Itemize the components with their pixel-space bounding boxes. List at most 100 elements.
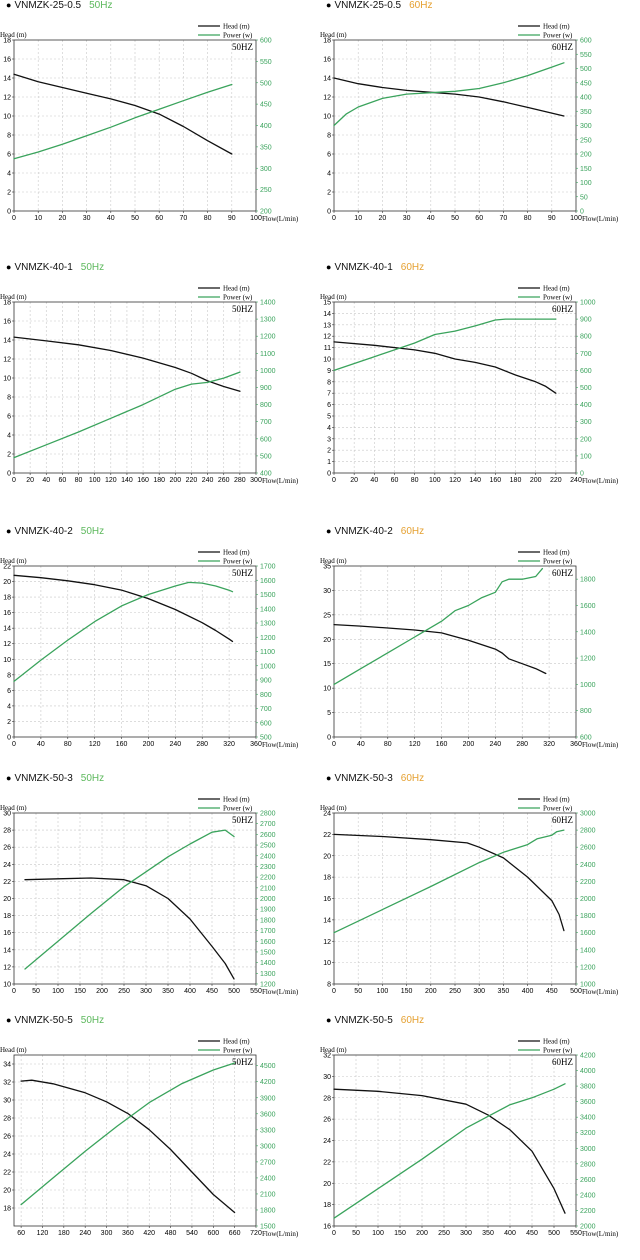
chart-svg: 0 50 100 150 200 250 300 350 400 450 500 550 16 18 20 2…	[320, 1038, 619, 1239]
y2-tick-label: 550	[580, 52, 592, 59]
legend-head-label: Head (m)	[223, 549, 250, 557]
head-curve	[333, 623, 547, 675]
x-tick-label: 0	[332, 215, 336, 222]
y-tick-label: 7	[327, 391, 331, 398]
y-tick-label: 10	[323, 960, 331, 967]
y2-tick-label: 1100	[260, 351, 275, 358]
y2-tick-label: 3000	[580, 811, 596, 818]
y2-tick-label: 1300	[260, 971, 276, 978]
y2-tick-label: 1000	[580, 982, 596, 989]
x-tick-label: 200	[169, 477, 181, 484]
y2-tick-label: 1200	[260, 334, 276, 341]
x-tick-label: 200	[143, 741, 155, 748]
y2-tick-label: 900	[580, 317, 592, 324]
x-tick-label: 180	[58, 1230, 70, 1237]
x-tick-label: 0	[332, 741, 336, 748]
x-tick-label: 80	[384, 741, 392, 748]
y2-tick-label: 1600	[580, 603, 596, 610]
frequency-label: 60Hz	[400, 773, 425, 784]
y-tick-label: 8	[7, 672, 11, 679]
legend-power-label: Power (w)	[543, 805, 573, 813]
x-tick-label: 400	[504, 1230, 516, 1237]
y2-tick-label: 1400	[260, 300, 276, 307]
legend-power-label: Power (w)	[543, 294, 573, 302]
y-tick-label: 20	[3, 896, 11, 903]
y2-tick-label: 900	[260, 385, 272, 392]
y-tick-label: 20	[3, 579, 11, 586]
power-curve	[333, 318, 557, 372]
y2-tick-label: 2700	[260, 821, 276, 828]
y-tick-label: 12	[323, 334, 331, 341]
frequency-mark: 50HZ	[232, 1057, 253, 1067]
y2-tick-label: 2400	[260, 853, 276, 860]
y-tick-label: 26	[3, 1134, 11, 1141]
head-curve	[13, 336, 241, 392]
bullet-icon: ●	[6, 262, 12, 272]
x-tick-label: 40	[357, 741, 365, 748]
y2-tick-label: 4500	[260, 1063, 276, 1070]
y-tick-label: 6	[7, 152, 11, 159]
x-tick-label: 350	[482, 1230, 494, 1237]
x-tick-label: 60	[475, 215, 483, 222]
y2-tick-label: 1700	[260, 564, 276, 571]
y2-tick-label: 800	[260, 402, 272, 409]
y2-tick-label: 800	[260, 692, 272, 699]
pump-chart: ● VNMZK-50-5 50Hz 60 120 180 240 300 360 420 480 54…	[0, 1015, 320, 1260]
bullet-icon: ●	[6, 0, 12, 10]
y-tick-label: 14	[323, 917, 331, 924]
legend-head-label: Head (m)	[543, 796, 570, 804]
y-tick-label: 18	[3, 1206, 11, 1213]
y2-tick-label: 2200	[260, 875, 276, 882]
y2-tick-label: 200	[580, 152, 592, 159]
y-tick-label: 10	[323, 686, 331, 693]
x-axis-label: Flow(L/min)	[582, 988, 619, 996]
y2-tick-label: 1600	[260, 578, 276, 585]
x-tick-label: 60	[155, 215, 163, 222]
model-name: VNMZK-50-3	[334, 773, 393, 784]
frequency-mark: 60HZ	[552, 815, 573, 825]
y2-tick-label: 1200	[260, 635, 276, 642]
x-tick-label: 120	[89, 741, 101, 748]
model-name: VNMZK-40-1	[334, 262, 393, 273]
x-tick-label: 160	[489, 477, 501, 484]
head-curve	[333, 341, 557, 394]
y2-tick-label: 3400	[580, 1115, 596, 1122]
y-tick-label: 2	[7, 190, 11, 197]
frequency-label: 50Hz	[80, 262, 105, 273]
y-tick-label: 26	[3, 845, 11, 852]
y2-tick-label: 1800	[580, 913, 596, 920]
x-tick-label: 180	[153, 477, 165, 484]
y-tick-label: 30	[3, 1098, 11, 1105]
x-tick-label: 0	[332, 988, 336, 995]
x-axis-label: Flow(L/min)	[262, 215, 299, 223]
y-tick-label: 12	[3, 641, 11, 648]
bullet-icon: ●	[6, 773, 12, 783]
x-tick-label: 40	[107, 215, 115, 222]
x-tick-label: 540	[186, 1230, 198, 1237]
x-tick-label: 10	[354, 215, 362, 222]
y-tick-label: 8	[327, 982, 331, 989]
bullet-icon: ●	[326, 773, 332, 783]
y-tick-label: 22	[323, 1159, 331, 1166]
x-tick-label: 200	[463, 741, 475, 748]
y-tick-label: 32	[3, 1080, 11, 1087]
y-tick-label: 0	[327, 209, 331, 216]
chart-svg: 0 10 20 30 40 50 60 70 80 90 100024681012141618050…	[320, 23, 619, 224]
bullet-icon: ●	[326, 0, 332, 10]
y-axis-label: Head (m)	[0, 1046, 27, 1054]
y2-tick-label: 1200	[580, 964, 596, 971]
pump-chart: ● VNMZK-50-3 50Hz 0 50 100 150 200 250 300 350 400 4…	[0, 773, 320, 1018]
y2-tick-label: 3800	[580, 1084, 596, 1091]
x-tick-label: 480	[165, 1230, 177, 1237]
x-tick-label: 80	[64, 741, 72, 748]
y-tick-label: 14	[323, 311, 331, 318]
x-tick-label: 300	[460, 1230, 472, 1237]
y-tick-label: 30	[3, 811, 11, 818]
x-tick-label: 250	[449, 988, 461, 995]
y-tick-label: 15	[323, 661, 331, 668]
y-tick-label: 9	[327, 368, 331, 375]
y-tick-label: 18	[3, 38, 11, 45]
x-tick-label: 0	[332, 1230, 336, 1237]
x-tick-label: 300	[250, 477, 262, 484]
chart-title: ● VNMZK-40-2 50Hz	[6, 526, 104, 537]
